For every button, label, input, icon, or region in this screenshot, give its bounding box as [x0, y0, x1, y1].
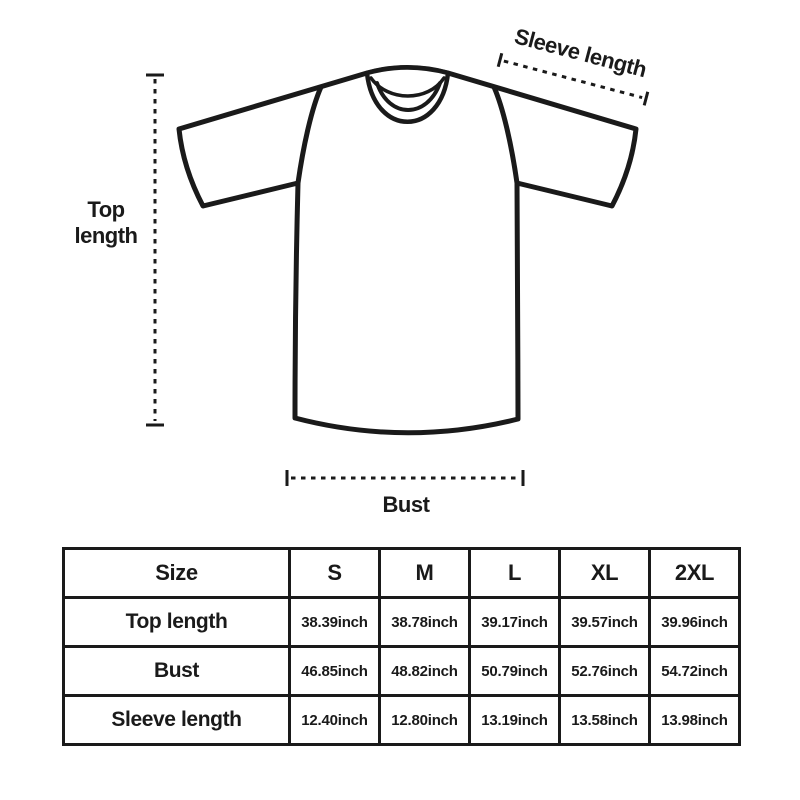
tshirt-measurement-diagram: Top length Sleeve length Bust: [75, 23, 650, 517]
row-label-top-length: Top length: [62, 596, 291, 648]
row-label-sleeve-length: Sleeve length: [62, 694, 291, 746]
header-cell-l: L: [468, 547, 561, 599]
top-length-2xl: 39.96inch: [648, 596, 741, 648]
sleeve-length-right-tick: [642, 91, 650, 106]
tshirt-left-armhole-seam: [295, 84, 324, 186]
top-length-label-line1: Top: [87, 197, 124, 222]
header-cell-xl: XL: [558, 547, 651, 599]
sleeve-length-label: Sleeve length: [512, 23, 649, 82]
sleeve-length-2xl: 13.98inch: [648, 694, 741, 746]
top-length-annotation: [146, 73, 164, 427]
header-cell-2xl: 2XL: [648, 547, 741, 599]
size-table: Size S M L XL 2XL Top length 38.39inch 3…: [62, 547, 741, 746]
bust-m: 48.82inch: [378, 645, 471, 697]
tshirt-right-armhole-seam: [491, 84, 520, 186]
tshirt-body-outline: [176, 65, 639, 436]
bust-2xl: 54.72inch: [648, 645, 741, 697]
sleeve-length-left-tick: [496, 52, 504, 68]
tshirt-front-neckline: [375, 81, 442, 112]
bust-annotation: [285, 470, 525, 486]
top-length-l: 39.17inch: [468, 596, 561, 648]
sleeve-length-m: 12.80inch: [378, 694, 471, 746]
top-length-m: 38.78inch: [378, 596, 471, 648]
top-length-xl: 39.57inch: [558, 596, 651, 648]
top-length-label-line2: length: [75, 223, 138, 248]
table-row-top-length: Top length 38.39inch 38.78inch 39.17inch…: [62, 596, 741, 648]
header-cell-size: Size: [62, 547, 291, 599]
header-cell-s: S: [288, 547, 381, 599]
header-cell-m: M: [378, 547, 471, 599]
bust-l: 50.79inch: [468, 645, 561, 697]
table-row-sleeve-length: Sleeve length 12.40inch 12.80inch 13.19i…: [62, 694, 741, 746]
bust-label: Bust: [383, 492, 431, 517]
tshirt-drawing: [176, 65, 639, 436]
bust-xl: 52.76inch: [558, 645, 651, 697]
top-length-s: 38.39inch: [288, 596, 381, 648]
sleeve-length-l: 13.19inch: [468, 694, 561, 746]
bust-s: 46.85inch: [288, 645, 381, 697]
row-label-bust: Bust: [62, 645, 291, 697]
table-row-bust: Bust 46.85inch 48.82inch 50.79inch 52.76…: [62, 645, 741, 697]
size-table-header-row: Size S M L XL 2XL: [62, 547, 741, 599]
sleeve-length-s: 12.40inch: [288, 694, 381, 746]
sleeve-length-dashed-line: [503, 59, 643, 100]
sleeve-length-xl: 13.58inch: [558, 694, 651, 746]
